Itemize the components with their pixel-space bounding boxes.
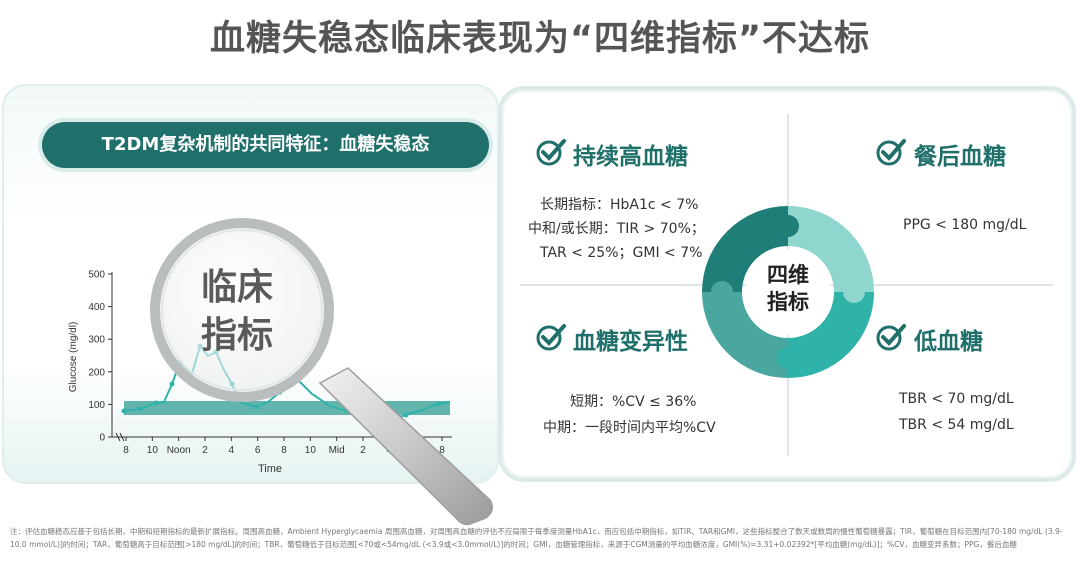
x-tick-label: 4: [229, 445, 235, 456]
check-icon: [536, 324, 566, 351]
y-tick-label: 0: [99, 433, 105, 444]
footnote: 注：评估血糖稳态应基于包括长期、中期和短期指标的最新扩展指标。周围高血糖，Amb…: [10, 527, 1063, 549]
tr-line-1: PPG < 180 mg/dL: [903, 217, 1027, 233]
bl-line-1: 短期：%CV ≤ 36%: [570, 394, 697, 410]
quadrant-title-bl: 血糖变异性: [573, 329, 688, 355]
br-line-1: TBR < 70 mg/dL: [899, 391, 1014, 407]
lens-text-line1: 临床: [200, 267, 273, 308]
page-title: 血糖失稳态临床表现为“四维指标”不达标: [209, 19, 870, 59]
tl-line-2: 中和/或长期：TIR > 70%；: [528, 221, 705, 237]
check-icon: [876, 139, 906, 166]
four-dimension-ring: [702, 206, 874, 378]
x-tick-label: 2: [360, 445, 366, 456]
center-label: 四维 指标: [748, 262, 828, 316]
x-tick-label: 10: [305, 445, 317, 456]
br-line-2: TBR < 54 mg/dL: [899, 417, 1014, 433]
x-tick-label: 6: [255, 445, 261, 456]
ring-segment-tl: [702, 206, 788, 292]
check-icon: [876, 324, 906, 351]
axis-break: [115, 432, 125, 442]
x-tick-label: 8: [439, 445, 445, 456]
x-tick-label: Noon: [167, 445, 191, 456]
x-tick-label: Mid: [329, 445, 345, 456]
magnifier-handle: [318, 367, 493, 526]
y-tick-label: 400: [88, 302, 105, 313]
quadrant-title-br: 低血糖: [914, 329, 983, 355]
x-axis-label: Time: [258, 463, 282, 475]
y-tick-label: 200: [88, 367, 105, 378]
magnifier-icon: [150, 218, 493, 526]
y-tick-label: 100: [88, 400, 105, 411]
lens-text-line2: 指标: [200, 315, 273, 356]
x-tick-label: 8: [281, 445, 287, 456]
ring-segment-br: [788, 292, 874, 378]
quadrant-title-tr: 餐后血糖: [914, 144, 1006, 170]
ring-center: [745, 249, 831, 335]
quadrant-title-tl: 持续高血糖: [573, 144, 688, 170]
y-axis-label: Glucose (mg/dl): [68, 322, 79, 393]
ring-segment-bl: [702, 292, 788, 378]
y-tick-label: 500: [88, 270, 105, 281]
tl-line-1: 长期指标：HbA1c < 7%: [540, 197, 699, 213]
ring-segment-tr: [788, 206, 874, 292]
x-tick-label: 10: [147, 445, 159, 456]
mechanism-banner: T2DM复杂机制的共同特征：血糖失稳态: [42, 122, 489, 168]
tl-line-3: TAR < 25%；GMI < 7%: [540, 245, 703, 261]
y-tick-label: 300: [88, 335, 105, 346]
bl-line-2: 中期：一段时间内平均%CV: [543, 420, 716, 436]
center-label-line2: 指标: [767, 290, 809, 314]
x-tick-label: 8: [123, 445, 129, 456]
check-icon: [536, 139, 566, 166]
x-tick-label: 2: [202, 445, 208, 456]
center-label-line1: 四维: [767, 263, 809, 287]
